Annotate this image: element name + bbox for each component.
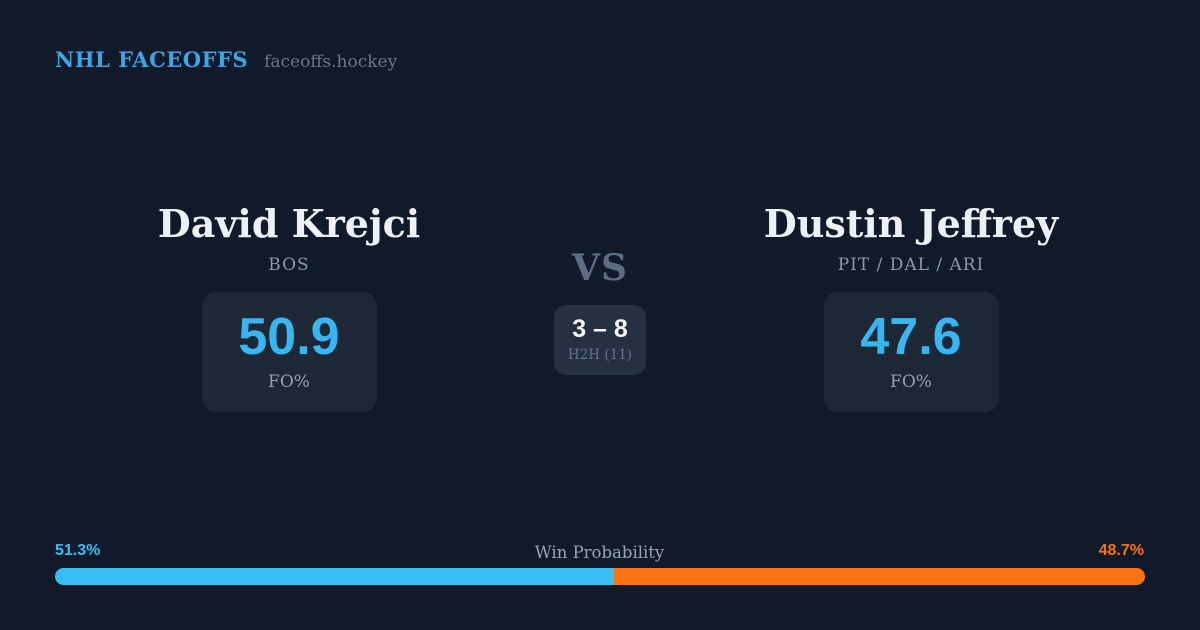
player-right-fo-value: 47.6 [860, 308, 962, 367]
player-left-column: David Krejci BOS 50.9 FO% [89, 203, 489, 412]
vs-label: VS [572, 247, 628, 289]
brand-title: NHL FACEOFFS [55, 47, 249, 72]
player-right-teams: PIT / DAL / ARI [837, 254, 985, 275]
h2h-card: 3 – 8 H2H (11) [554, 305, 646, 375]
win-prob-bar [55, 568, 1145, 585]
player-left-fo-label: FO% [268, 372, 310, 393]
header: NHL FACEOFFS faceoffs.hockey [55, 47, 397, 72]
win-prob-right-pct: 48.7% [1098, 542, 1144, 559]
player-right-column: Dustin Jeffrey PIT / DAL / ARI 47.6 FO% [711, 203, 1111, 412]
win-prob-bar-right-segment [614, 568, 1145, 585]
player-left-fo-value: 50.9 [238, 308, 340, 367]
matchup-center-column: VS 3 – 8 H2H (11) [500, 203, 700, 375]
h2h-count-label: H2H (11) [567, 347, 633, 363]
h2h-score: 3 – 8 [572, 315, 628, 343]
win-prob-bar-left-segment [55, 568, 615, 585]
player-right-name: Dustin Jeffrey [763, 201, 1059, 246]
player-left-fo-card: 50.9 FO% [201, 291, 377, 412]
site-url: faceoffs.hockey [264, 52, 398, 72]
win-prob-title: Win Probability [534, 543, 665, 562]
win-prob-left-pct: 51.3% [55, 542, 101, 559]
player-left-teams: BOS [268, 254, 310, 275]
player-right-fo-label: FO% [890, 372, 932, 393]
player-left-name: David Krejci [157, 201, 421, 246]
player-right-fo-card: 47.6 FO% [823, 291, 999, 412]
win-prob-labels-row: 51.3% Win Probability 48.7% [55, 542, 1144, 562]
